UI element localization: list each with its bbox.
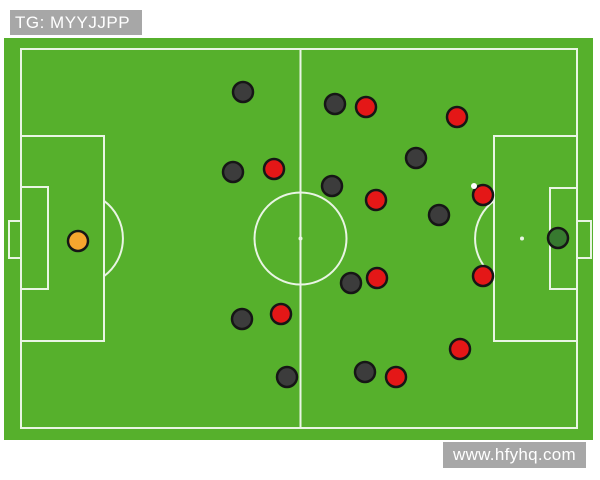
player-dot-dark — [323, 92, 347, 116]
player-dot-dark — [339, 271, 363, 295]
players-layer — [66, 80, 570, 389]
player-dot-red — [448, 337, 472, 361]
center-circle — [253, 191, 348, 286]
goalkeeper-dot-orange — [66, 229, 90, 253]
penalty-spot-right — [520, 236, 524, 241]
player-dot-dark — [404, 146, 428, 170]
penalty-arc-left — [103, 199, 124, 278]
tag-label: TG: MYYJJPP — [10, 10, 143, 35]
player-dot-dark — [275, 365, 299, 389]
player-dot-red — [262, 157, 286, 181]
pitch-lines — [8, 48, 592, 429]
player-dot-red — [445, 105, 469, 129]
player-dot-red — [269, 302, 293, 326]
player-dot-red — [354, 95, 378, 119]
center-spot — [298, 236, 303, 241]
player-dot-red — [384, 365, 408, 389]
player-dot-dark — [320, 174, 344, 198]
player-dot-red — [364, 188, 388, 212]
goal-left — [8, 220, 22, 259]
player-dot-red — [471, 264, 495, 288]
watermark: www.hfyhq.com — [443, 442, 586, 468]
ball-dot — [471, 183, 477, 189]
player-dot-red — [471, 183, 495, 207]
player-dot-dark — [230, 307, 254, 331]
player-dot-dark — [353, 360, 377, 384]
goal-right — [576, 220, 592, 259]
pitch-background — [4, 38, 593, 440]
goalkeeper-dot-green — [546, 226, 570, 250]
player-dot-dark — [427, 203, 451, 227]
player-dot-dark — [221, 160, 245, 184]
player-dot-red — [365, 266, 389, 290]
player-dot-dark — [231, 80, 255, 104]
